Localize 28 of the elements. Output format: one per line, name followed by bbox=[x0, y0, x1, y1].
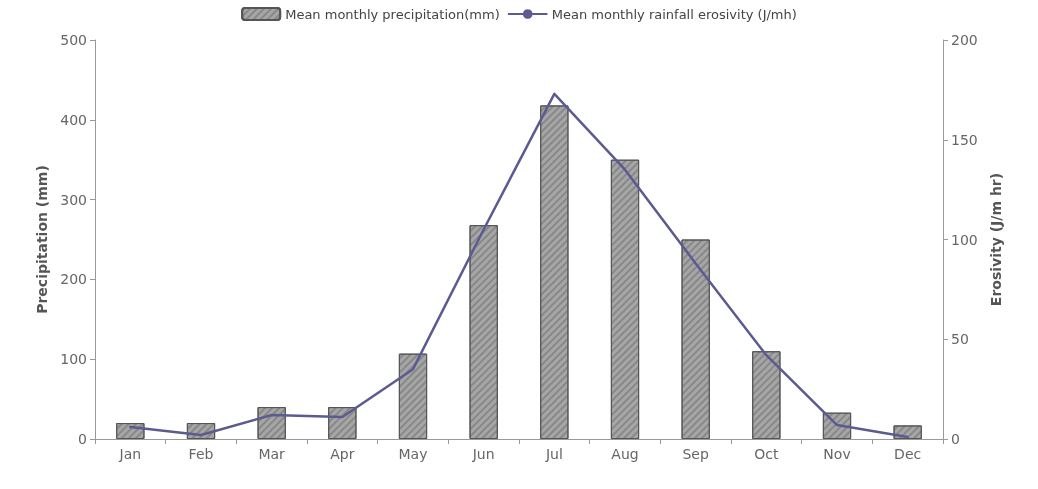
y2-tick-label: 100 bbox=[951, 231, 978, 248]
y2-tick-label: 0 bbox=[951, 431, 960, 447]
y-axis-title: Precipitation (mm) bbox=[34, 165, 51, 314]
y2-tick-label: 150 bbox=[951, 131, 978, 148]
x-tick-label: Jan bbox=[118, 446, 142, 462]
x-tick-label: Mar bbox=[258, 446, 286, 462]
x-tick-label: Jun bbox=[471, 446, 495, 462]
y-tick-label: 400 bbox=[60, 111, 87, 128]
y2-tick-label: 200 bbox=[951, 32, 978, 48]
y-tick-label: 100 bbox=[60, 351, 87, 368]
x-tick-label: Sep bbox=[682, 446, 709, 462]
x-tick-label: May bbox=[398, 446, 428, 462]
legend-label: Mean monthly precipitation(mm) bbox=[285, 6, 500, 22]
y-tick-label: 500 bbox=[60, 32, 87, 48]
y-tick-label: 300 bbox=[60, 191, 87, 208]
x-tick-label: Apr bbox=[330, 446, 355, 462]
y2-tick-label: 50 bbox=[951, 331, 969, 348]
x-tick-label: Jul bbox=[544, 446, 563, 462]
x-tick-label: Oct bbox=[754, 446, 779, 462]
line-series bbox=[129, 92, 909, 439]
x-tick-label: Dec bbox=[894, 446, 922, 462]
legend-label: Mean monthly rainfall erosivity (J/mh) bbox=[551, 6, 797, 22]
y-tick-label: 0 bbox=[78, 431, 87, 447]
x-tick-label: Nov bbox=[823, 446, 851, 462]
y-tick-label: 200 bbox=[60, 271, 87, 288]
y2-axis-title: Erosivity (J/m hr) bbox=[987, 172, 1004, 307]
x-tick-label: Aug bbox=[611, 446, 639, 462]
x-tick-label: Feb bbox=[188, 446, 214, 462]
